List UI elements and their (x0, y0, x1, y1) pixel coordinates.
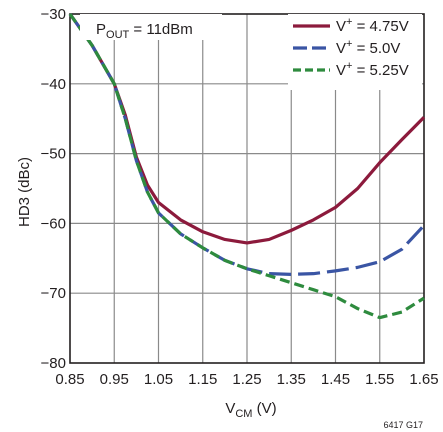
x-tick-label: 1.05 (144, 371, 173, 388)
x-tick-label: 1.25 (232, 371, 261, 388)
x-tick-labels: 0.85 0.95 1.05 1.15 1.25 1.35 1.45 1.55 1.65 (55, 371, 438, 388)
legend: V+ = 4.75V V+ = 5.0V V+ = 5.25V (293, 16, 409, 79)
x-tick-label: 0.85 (55, 371, 84, 388)
y-tick-label: −50 (41, 146, 66, 163)
y-axis-label: HD3 (dBc) (16, 157, 33, 227)
x-tick-label: 1.55 (365, 371, 394, 388)
legend-label-2: V+ = 5.0V (336, 38, 400, 57)
x-tick-label: 0.95 (100, 371, 129, 388)
y-tick-label: −80 (41, 355, 66, 372)
x-axis-label-sub: CM (235, 408, 252, 420)
x-axis-label-unit: (V) (252, 400, 276, 417)
data-series (68, 13, 426, 320)
power-annotation: POUT = 11dBm (96, 21, 193, 41)
y-tick-label: −70 (41, 285, 66, 302)
power-annotation-sub: OUT (106, 29, 130, 41)
x-axis-label-main: V (225, 400, 235, 417)
x-tick-label: 1.65 (409, 371, 438, 388)
plot-border (69, 13, 425, 364)
y-tick-labels: −30 −40 −50 −60 −70 −80 (41, 6, 66, 372)
y-tick-label: −60 (41, 215, 66, 232)
x-axis-label: VCM (V) (225, 400, 276, 420)
plot-frame (69, 13, 425, 364)
legend-label-3: V+ = 5.25V (336, 60, 409, 79)
x-tick-label: 1.45 (321, 371, 350, 388)
x-tick-label: 1.15 (188, 371, 217, 388)
series-line-3 (68, 13, 425, 320)
annotation-background (80, 14, 222, 40)
power-annotation-rest: = 11dBm (129, 21, 193, 38)
figure-id: 6417 G17 (383, 420, 423, 430)
y-tick-label: −30 (41, 6, 66, 23)
power-annotation-main: P (96, 21, 106, 38)
y-tick-label: −40 (41, 76, 66, 93)
legend-label-1: V+ = 4.75V (336, 16, 409, 35)
x-tick-label: 1.35 (277, 371, 306, 388)
